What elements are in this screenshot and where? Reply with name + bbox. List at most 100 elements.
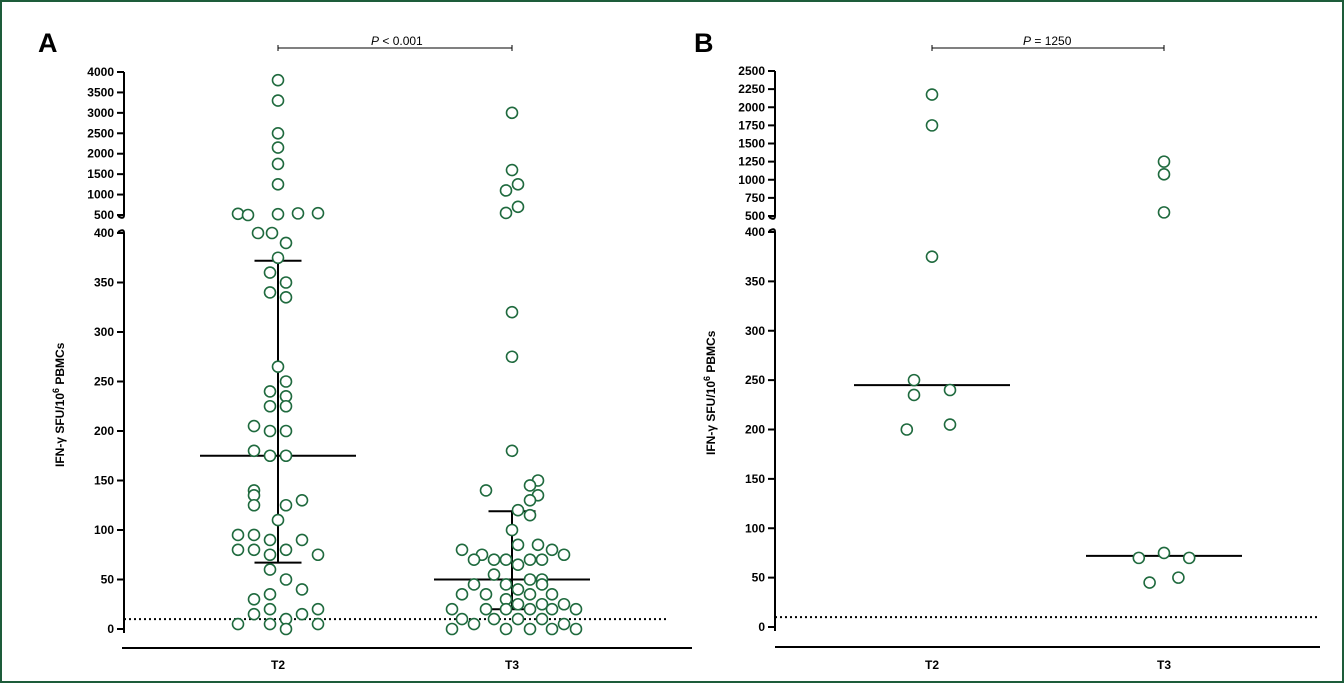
p1-y-tick-label-1250: 1250	[738, 155, 765, 169]
p1-t3-point-4	[1157, 546, 1171, 560]
p1-y-tick-label-50: 50	[752, 571, 766, 585]
p0-t3-point-55	[557, 617, 571, 631]
p0-t2-point-29	[263, 449, 277, 463]
p-value-a: P < 0.001	[371, 34, 423, 48]
p0-t2-point-33	[295, 493, 309, 507]
p0-t3-point-42	[535, 597, 549, 611]
p1-y-tick-label-1500: 1500	[738, 137, 765, 151]
p0-t2-point-3	[271, 141, 285, 154]
p0-y-tick-label-1000: 1000	[87, 188, 114, 202]
p0-t3-point-25	[523, 553, 537, 567]
p0-t3-point-46	[499, 602, 513, 616]
p0-t3-point-0	[505, 106, 519, 120]
p0-t2-point-44	[279, 543, 293, 557]
p0-t2-point-18	[279, 291, 293, 304]
category-label-b-t3: T3	[1157, 658, 1171, 672]
p0-t2-point-8	[271, 207, 285, 221]
p0-t2-point-50	[247, 592, 261, 606]
y-axis-label-a: IFN-γ SFU/106 PBMCs	[51, 342, 67, 467]
p0-t2-point-19	[271, 360, 285, 373]
p0-t3-point-1	[505, 163, 519, 177]
p1-y-tick-label-400: 400	[745, 225, 765, 239]
p1-t2-point-2	[925, 250, 939, 263]
p1-y-tick-label-200: 200	[745, 423, 765, 437]
p0-t3-point-7	[505, 350, 519, 364]
p0-t3-point-23	[487, 553, 501, 567]
p0-t3-point-16	[505, 523, 519, 537]
p0-t3-point-10	[523, 479, 537, 492]
p0-t3-point-11	[479, 484, 493, 497]
p0-t3-point-38	[523, 588, 537, 601]
p0-t2-point-37	[231, 528, 245, 542]
p0-t2-point-39	[295, 533, 309, 547]
p0-t3-point-6	[505, 305, 519, 319]
p1-t2-point-4	[907, 388, 921, 402]
p0-t3-point-24	[499, 553, 513, 567]
p0-t2-point-58	[311, 617, 325, 631]
p0-t3-point-19	[455, 543, 469, 557]
p0-t2-point-1	[271, 94, 285, 107]
p1-y-tick-label-1750: 1750	[738, 118, 765, 132]
p1-t3-point-2	[1157, 206, 1171, 219]
p0-t3-point-48	[545, 602, 559, 616]
p0-t3-point-13	[523, 493, 537, 507]
p0-t3-point-15	[523, 508, 537, 522]
p1-t3-point-1	[1157, 168, 1171, 181]
p0-t3-point-18	[531, 538, 545, 552]
p1-y-tick-label-300: 300	[745, 324, 765, 338]
p1-t2-point-7	[943, 418, 957, 431]
p0-t2-point-49	[263, 588, 277, 601]
p0-t2-point-26	[263, 424, 277, 438]
p1-y-tick-label-2250: 2250	[738, 82, 765, 96]
p0-t2-point-54	[295, 607, 309, 621]
p0-t2-point-9	[291, 207, 305, 220]
p0-t2-point-7	[241, 208, 255, 222]
category-label-a-t3: T3	[505, 658, 519, 672]
p0-t2-point-45	[263, 548, 277, 562]
p0-y-tick-label-250: 250	[94, 375, 114, 389]
p0-t2-point-2	[271, 126, 285, 140]
p-value-b: P = 1250	[1023, 34, 1072, 48]
p0-t3-point-28	[511, 558, 525, 571]
p0-t2-point-27	[279, 424, 293, 438]
p1-y-tick-label-1000: 1000	[738, 173, 765, 187]
p0-t3-point-50	[455, 612, 469, 626]
p0-t2-point-12	[265, 226, 279, 240]
p1-t2-point-3	[907, 373, 921, 387]
p0-t3-point-39	[545, 588, 559, 601]
p1-t3-point-7	[1172, 571, 1185, 584]
p0-t2-point-59	[279, 622, 293, 636]
p0-t2-point-17	[263, 286, 277, 299]
p0-t3-point-60	[569, 622, 583, 636]
p0-y-tick-label-3500: 3500	[87, 85, 114, 99]
plot-area-a: 0 50 100 150 200 250 300 350 400 500 1000 1500 2000 2…	[87, 45, 692, 649]
p0-t3-point-49	[569, 602, 583, 616]
p0-t3-point-33	[499, 578, 513, 591]
p0-t2-point-41	[311, 548, 325, 562]
p0-t3-point-27	[467, 553, 481, 567]
p1-y-tick-label-0: 0	[758, 620, 765, 634]
p0-t2-point-43	[247, 543, 261, 557]
p0-y-tick-label-200: 200	[94, 424, 114, 438]
p0-t2-point-36	[271, 513, 285, 527]
p1-y-tick-label-100: 100	[745, 521, 765, 535]
p1-t3-point-0	[1157, 155, 1171, 168]
p0-t3-point-44	[445, 602, 459, 616]
p0-t2-point-23	[263, 399, 277, 413]
plot-area-b: 0 50 100 150 200 250 300 350 400 500 750 1000 1250 15…	[738, 45, 1320, 648]
p0-t3-point-3	[499, 184, 513, 197]
p1-y-tick-label-150: 150	[745, 472, 765, 486]
p0-y-tick-label-2500: 2500	[87, 126, 114, 140]
p0-t3-point-51	[487, 612, 501, 626]
panel-label-a: A	[38, 28, 58, 58]
p0-t2-point-28	[247, 444, 261, 458]
p1-t3-point-3	[1132, 551, 1146, 565]
p0-t2-point-16	[279, 276, 293, 289]
p0-t2-point-24	[279, 399, 293, 413]
p1-t2-point-6	[900, 423, 914, 436]
p1-y-tick-label-500: 500	[745, 209, 765, 223]
p0-y-tick-label-500: 500	[94, 208, 114, 222]
p0-t2-point-56	[231, 617, 245, 631]
p0-t3-point-29	[487, 568, 501, 581]
p0-t2-point-13	[279, 236, 293, 250]
